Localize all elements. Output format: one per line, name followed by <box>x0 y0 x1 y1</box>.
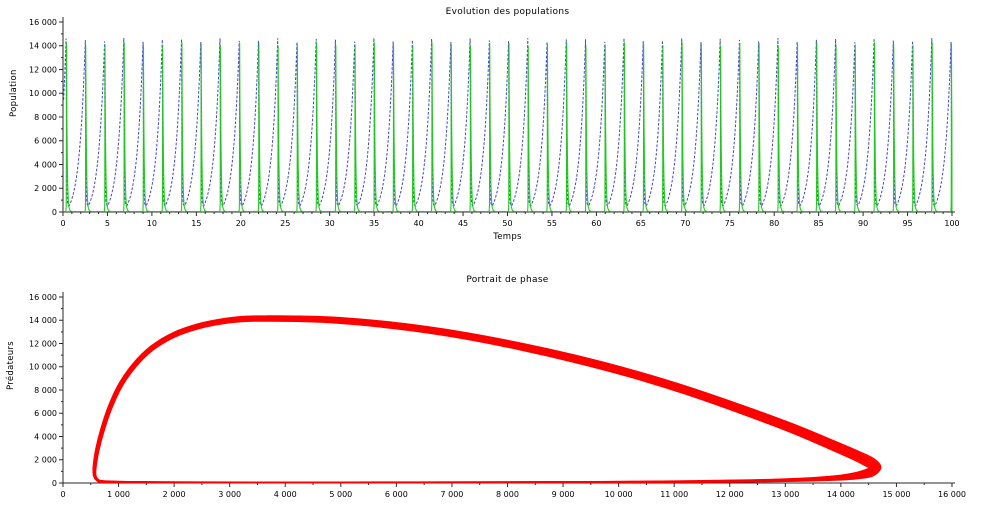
x-tick-label: 6 000 <box>385 490 408 499</box>
x-tick-label: 4 000 <box>274 490 297 499</box>
x-tick-label: 0 <box>60 219 65 228</box>
x-tick-label: 0 <box>60 490 65 499</box>
y-tick-label: 12 000 <box>29 339 57 348</box>
population-chart: 0 5 10 15 20 25 30 35 40 45 50 55 60 65 70 75 80 85 90 95 10… <box>29 17 960 228</box>
phase-limit-cycle <box>94 319 875 484</box>
y-tick-label: 2 000 <box>34 184 57 193</box>
y-tick-label: 0 <box>52 479 57 488</box>
y-tick-label: 16 000 <box>29 18 57 27</box>
y-tick-label: 10 000 <box>29 363 57 372</box>
population-chart-title: Evolution des populations <box>445 7 570 17</box>
x-tick-label: 35 <box>369 219 379 228</box>
x-tick-label: 14 000 <box>827 490 855 499</box>
y-tick-label: 12 000 <box>29 65 57 74</box>
y-tick-label: 4 000 <box>34 432 57 441</box>
x-tick-label: 30 <box>325 219 335 228</box>
y-tick-label: 8 000 <box>34 386 57 395</box>
x-tick-label: 1 000 <box>107 490 130 499</box>
x-tick-label: 25 <box>280 219 290 228</box>
x-tick-label: 100 <box>944 219 959 228</box>
x-tick-label: 8 000 <box>496 490 519 499</box>
x-tick-label: 95 <box>902 219 912 228</box>
prey-curve <box>63 38 953 207</box>
x-tick-label: 20 <box>236 219 246 228</box>
x-tick-label: 11 000 <box>660 490 688 499</box>
x-tick-label: 9 000 <box>552 490 575 499</box>
x-tick-label: 13 000 <box>771 490 799 499</box>
x-tick-label: 16 000 <box>938 490 966 499</box>
phase-limit-cycle <box>93 318 876 484</box>
x-tick-label: 55 <box>547 219 557 228</box>
x-tick-label: 12 000 <box>716 490 744 499</box>
phase-chart-title: Portrait de phase <box>466 275 549 285</box>
y-tick-label: 14 000 <box>29 42 57 51</box>
y-tick-label: 16 000 <box>29 293 57 302</box>
x-tick-label: 5 000 <box>329 490 352 499</box>
y-tick-label: 4 000 <box>34 160 57 169</box>
x-tick-label: 80 <box>769 219 779 228</box>
x-tick-label: 10 <box>147 219 157 228</box>
x-tick-label: 15 <box>191 219 201 228</box>
y-tick-label: 8 000 <box>34 113 57 122</box>
y-tick-label: 6 000 <box>34 137 57 146</box>
y-tick-label: 14 000 <box>29 316 57 325</box>
x-tick-label: 5 <box>105 219 110 228</box>
y-tick-label: 2 000 <box>34 456 57 465</box>
x-tick-label: 40 <box>414 219 424 228</box>
x-tick-label: 60 <box>591 219 601 228</box>
x-tick-label: 10 000 <box>605 490 633 499</box>
phase-limit-cycle <box>94 320 873 483</box>
x-tick-label: 90 <box>858 219 868 228</box>
phase-portrait-chart: 0 1 000 2 000 3 000 4 000 5 000 6 000 7 000 8 00… <box>29 292 966 499</box>
x-tick-label: 70 <box>680 219 690 228</box>
y-tick-label: 10 000 <box>29 89 57 98</box>
y-tick-label: 6 000 <box>34 409 57 418</box>
phase-limit-cycle <box>94 319 873 483</box>
x-tick-label: 50 <box>502 219 512 228</box>
x-tick-label: 65 <box>636 219 646 228</box>
x-tick-label: 45 <box>458 219 468 228</box>
x-tick-label: 15 000 <box>882 490 910 499</box>
predator-curve <box>62 42 953 213</box>
y-tick-label: 0 <box>52 208 57 217</box>
x-tick-label: 3 000 <box>218 490 241 499</box>
x-tick-label: 85 <box>814 219 824 228</box>
x-tick-label: 7 000 <box>440 490 463 499</box>
x-tick-label: 2 000 <box>163 490 186 499</box>
x-tick-label: 75 <box>725 219 735 228</box>
population-xaxis-label: Temps <box>493 232 522 242</box>
